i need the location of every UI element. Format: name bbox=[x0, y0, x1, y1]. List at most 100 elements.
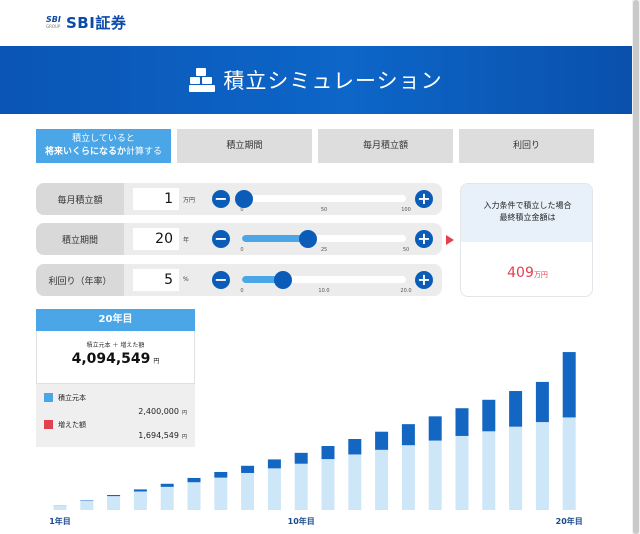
slider-fill bbox=[242, 235, 308, 242]
unit-label: 万円 bbox=[183, 197, 196, 204]
control-row-yield: 利回り（年率） 5 % − 0 10.0 20.0 + bbox=[36, 264, 442, 296]
gain-swatch-icon bbox=[44, 420, 53, 429]
bar-gain[interactable] bbox=[187, 477, 201, 483]
tab-future-value-strong: 将来いくらになるか bbox=[44, 147, 126, 157]
bar-gain[interactable] bbox=[375, 431, 389, 450]
yen-label: 円 bbox=[181, 434, 187, 440]
sbi-logo[interactable]: SBI GROUP SBI証券 bbox=[46, 12, 126, 33]
page-title: 積立シミュレーション bbox=[223, 69, 443, 93]
logo-mark-text: SBI bbox=[46, 14, 61, 24]
bar-principal[interactable] bbox=[428, 440, 442, 510]
yield-input[interactable]: 5 bbox=[133, 269, 179, 291]
bar-gain[interactable] bbox=[321, 446, 335, 460]
slider-track[interactable] bbox=[242, 276, 406, 283]
unit-label: 年 bbox=[183, 237, 190, 244]
slider-knob[interactable] bbox=[298, 230, 317, 248]
bar-principal[interactable] bbox=[482, 431, 496, 510]
arrow-right-icon bbox=[446, 235, 454, 245]
bar-principal[interactable] bbox=[160, 486, 174, 510]
decrease-button[interactable]: − bbox=[212, 271, 230, 289]
increase-button[interactable]: + bbox=[415, 230, 433, 248]
logo-text: SBI証券 bbox=[66, 14, 127, 32]
slider-track[interactable] bbox=[242, 195, 406, 202]
slider-tick-label: 0 bbox=[240, 207, 244, 213]
yen-label: 円 bbox=[153, 358, 160, 365]
bar-gain[interactable] bbox=[401, 424, 415, 446]
slider-tick-label: 0 bbox=[240, 288, 244, 294]
bar-principal[interactable] bbox=[53, 505, 67, 510]
bar-principal[interactable] bbox=[187, 482, 201, 510]
slider-tick-label: 20.0 bbox=[400, 288, 412, 294]
control-row-monthly: 毎月積立額 1 万円 − 0 50 100 + bbox=[36, 183, 442, 215]
summary-legend: 積立元本 2,400,000 円 増えた額 1,694,549 円 bbox=[36, 384, 195, 447]
sbi-group-mark: SBI GROUP bbox=[46, 15, 62, 31]
bar-principal[interactable] bbox=[535, 422, 549, 510]
decrease-button[interactable]: − bbox=[212, 190, 230, 208]
bar-gain[interactable] bbox=[348, 438, 362, 455]
tab-period[interactable]: 積立期間 bbox=[177, 129, 312, 163]
bar-principal[interactable] bbox=[401, 445, 415, 510]
x-tick-label: 20年目 bbox=[556, 516, 583, 526]
bar-principal[interactable] bbox=[80, 500, 94, 510]
slider-knob[interactable] bbox=[274, 271, 292, 289]
increase-button[interactable]: + bbox=[415, 271, 433, 289]
scrollbar-thumb[interactable] bbox=[633, 0, 639, 534]
bar-principal[interactable] bbox=[214, 477, 228, 510]
bar-gain[interactable] bbox=[455, 408, 469, 436]
bar-principal[interactable] bbox=[348, 454, 362, 510]
bar-principal[interactable] bbox=[267, 468, 281, 510]
bar-principal[interactable] bbox=[509, 426, 523, 510]
slider-fill bbox=[242, 276, 283, 283]
tab-future-value[interactable]: 積立していると 将来いくらになるか計算する bbox=[36, 129, 171, 163]
decrease-button[interactable]: − bbox=[212, 230, 230, 248]
bar-gain[interactable] bbox=[107, 494, 121, 497]
result-caption-line1: 入力条件で積立した場合 bbox=[483, 201, 572, 210]
slider-tick-label: 50 bbox=[320, 207, 328, 213]
bar-principal[interactable] bbox=[133, 491, 147, 510]
increase-button[interactable]: + bbox=[415, 190, 433, 208]
bar-gain[interactable] bbox=[482, 399, 496, 432]
bar-principal[interactable] bbox=[375, 449, 389, 510]
bar-principal[interactable] bbox=[294, 463, 308, 510]
period-input[interactable]: 20 bbox=[133, 228, 179, 250]
bar-gain[interactable] bbox=[160, 483, 174, 487]
control-row-period: 積立期間 20 年 − 0 25 50 + bbox=[36, 223, 442, 255]
bar-principal[interactable] bbox=[562, 417, 576, 510]
slider-tick-label: 0 bbox=[240, 247, 244, 253]
slider-track[interactable] bbox=[242, 235, 406, 242]
bar-gain[interactable] bbox=[241, 465, 255, 473]
result-amount: 409万円 bbox=[461, 262, 592, 281]
top-bar: SBI GROUP SBI証券 bbox=[0, 0, 640, 46]
gain-label: 増えた額 bbox=[58, 421, 86, 429]
bar-gain[interactable] bbox=[509, 391, 523, 427]
summary-total-value: 4,094,549 bbox=[71, 351, 151, 367]
monthly-amount-input[interactable]: 1 bbox=[133, 188, 179, 210]
bar-gain[interactable] bbox=[428, 416, 442, 441]
bar-principal[interactable] bbox=[455, 435, 469, 510]
result-amount-unit: 万円 bbox=[533, 271, 548, 279]
x-tick-label: 1年目 bbox=[49, 516, 71, 526]
bar-principal[interactable] bbox=[107, 496, 121, 510]
bar-principal[interactable] bbox=[241, 472, 255, 510]
control-label: 利回り（年率） bbox=[36, 264, 124, 296]
bar-gain[interactable] bbox=[535, 381, 549, 423]
principal-value: 2,400,000 bbox=[138, 407, 179, 416]
bar-principal[interactable] bbox=[321, 459, 335, 510]
slider-knob[interactable] bbox=[234, 190, 253, 208]
bar-gain[interactable] bbox=[133, 489, 147, 492]
bar-gain[interactable] bbox=[562, 352, 576, 418]
bar-gain[interactable] bbox=[267, 459, 281, 469]
principal-swatch-icon bbox=[44, 393, 53, 402]
scrollbar[interactable] bbox=[632, 0, 640, 534]
tab-yield[interactable]: 利回り bbox=[459, 129, 594, 163]
summary-total-caption: 積立元本 ＋ 増えた額 bbox=[86, 342, 145, 349]
year-summary-panel: 20年目 積立元本 ＋ 増えた額 4,094,549 円 積立元本 2,400,0… bbox=[36, 309, 195, 447]
tab-monthly-amount[interactable]: 毎月積立額 bbox=[318, 129, 453, 163]
bar-gain[interactable] bbox=[214, 471, 228, 478]
result-caption-line2: 最終積立金額は bbox=[499, 213, 556, 222]
hero-banner: 積立シミュレーション bbox=[0, 46, 632, 114]
slider-tick-label: 100 bbox=[401, 207, 411, 213]
result-caption: 入力条件で積立した場合 最終積立金額は bbox=[461, 184, 592, 242]
bar-gain[interactable] bbox=[294, 452, 308, 464]
x-tick-label: 10年目 bbox=[288, 516, 315, 526]
